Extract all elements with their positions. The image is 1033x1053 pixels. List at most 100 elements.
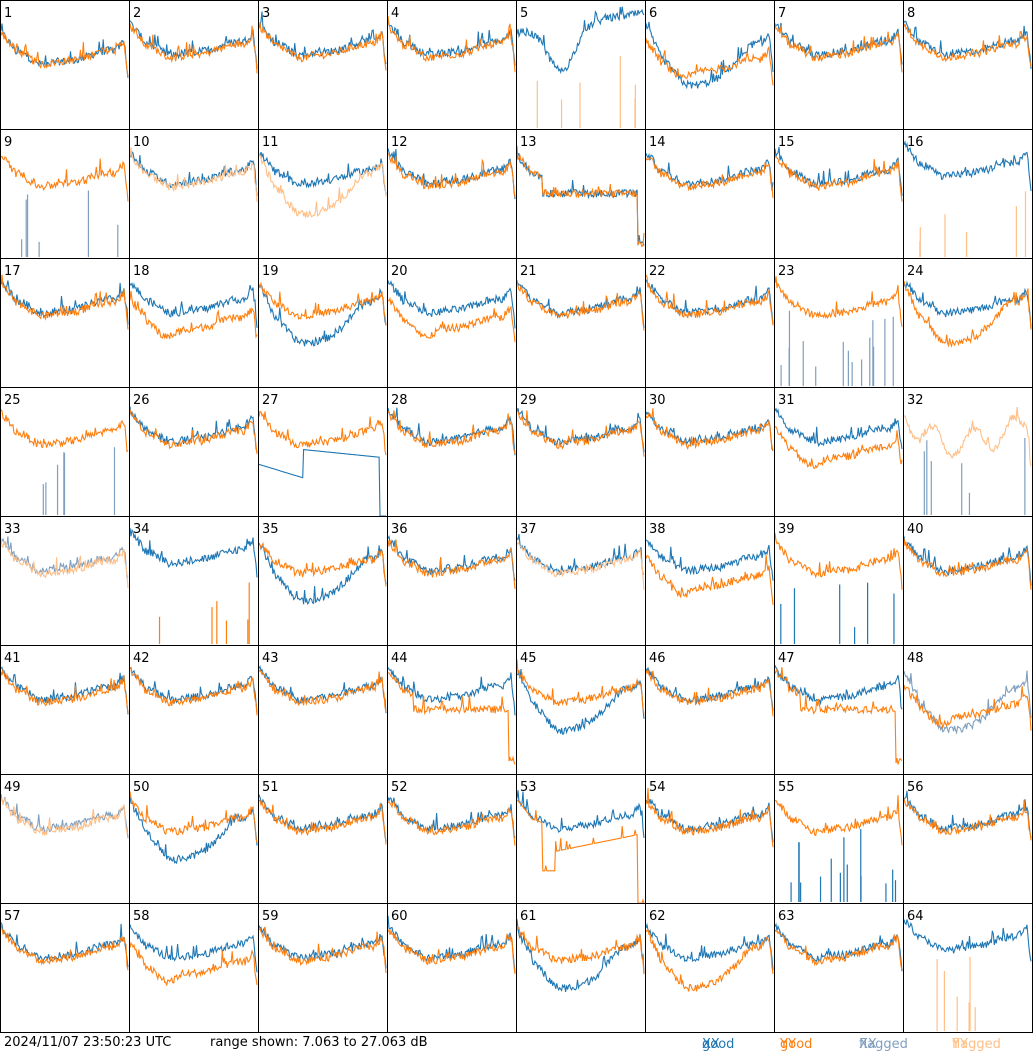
series-yy [903,684,1032,731]
series-xx [516,281,645,328]
series-yy [258,669,387,713]
series-yy [129,23,258,74]
panel-label: 23 [778,264,795,279]
series-xx [645,411,774,452]
series-yy [0,31,129,77]
panel-label: 39 [778,522,795,537]
series-xx [645,922,774,970]
series-yy [258,281,387,326]
series-yy [387,15,516,73]
panel-frame [0,129,130,259]
panel-1: 1 [0,0,130,130]
panel-59: 59 [258,903,388,1033]
series-yy [0,274,129,330]
series-xx [516,669,645,735]
panel-label: 42 [133,651,150,666]
panel-6: 6 [645,0,775,130]
panel-frame [516,0,646,130]
series-yy [516,410,645,457]
series-xx [645,279,774,325]
panel-45: 45 [516,645,646,775]
series-xx [903,919,1032,962]
panel-label: 36 [391,522,408,537]
series-yy [903,23,1032,67]
series-xx [774,407,903,450]
series-yy [645,274,774,326]
series-yy [387,539,516,589]
series-xx [774,146,903,196]
panel-label: 31 [778,393,795,408]
series-xx [258,284,387,347]
series-xx [774,922,903,972]
panel-19: 19 [258,258,388,388]
panel-label: 52 [391,780,408,795]
panel-label: 55 [778,780,795,795]
series-xx [0,666,129,715]
panel-52: 52 [387,774,517,904]
series-xx [129,527,258,578]
series-yy [0,797,129,837]
series-yy [903,407,1032,467]
panel-20: 20 [387,258,517,388]
panel-label: 13 [520,135,537,150]
panel-label: 47 [778,651,795,666]
series-yy [0,155,129,202]
panel-label: 3 [262,6,270,21]
panel-8: 8 [903,0,1033,130]
panel-label: 59 [262,909,279,924]
panel-label: 34 [133,522,150,537]
series-yy [645,554,774,606]
panel-label: 14 [649,135,666,150]
panel-label: 32 [907,393,924,408]
series-yy [645,157,774,199]
panel-63: 63 [774,903,904,1033]
series-xx [516,6,645,75]
panel-3: 3 [258,0,388,130]
series-yy [0,409,129,453]
panel-23: 23 [774,258,904,388]
panel-label: 10 [133,135,150,150]
series-xx [129,282,258,328]
panel-13: 13 [516,129,646,259]
panel-label: 12 [391,135,408,150]
panel-frame [645,0,775,130]
panel-51: 51 [258,774,388,904]
panel-61: 61 [516,903,646,1033]
panel-label: 20 [391,264,408,279]
panel-21: 21 [516,258,646,388]
panel-17: 17 [0,258,130,388]
series-yy [774,929,903,970]
panel-label: 50 [133,780,150,795]
series-yy [258,926,387,974]
series-xx [516,152,645,246]
series-yy [387,410,516,454]
panel-label: 19 [262,264,279,279]
series-yy [645,787,774,848]
series-xx [258,665,387,714]
series-yy [258,410,387,456]
panel-42: 42 [129,645,259,775]
series-yy [516,659,645,714]
series-xx [645,798,774,843]
panel-34: 34 [129,516,259,646]
panel-label: 53 [520,780,537,795]
legend-status: flagged [859,1037,908,1052]
panel-label: 28 [391,393,408,408]
series-xx [258,11,387,65]
panel-39: 39 [774,516,904,646]
panel-label: 51 [262,780,279,795]
series-yy [774,795,903,846]
panel-60: 60 [387,903,517,1033]
panel-label: 45 [520,651,537,666]
series-xx [903,280,1032,329]
legend-status: good [702,1037,735,1052]
series-yy [387,672,516,765]
panel-29: 29 [516,387,646,517]
panel-49: 49 [0,774,130,904]
panel-label: 56 [907,780,924,795]
series-xx [387,915,516,973]
series-yy [774,276,903,327]
panel-25: 25 [0,387,130,517]
panel-label: 46 [649,651,666,666]
